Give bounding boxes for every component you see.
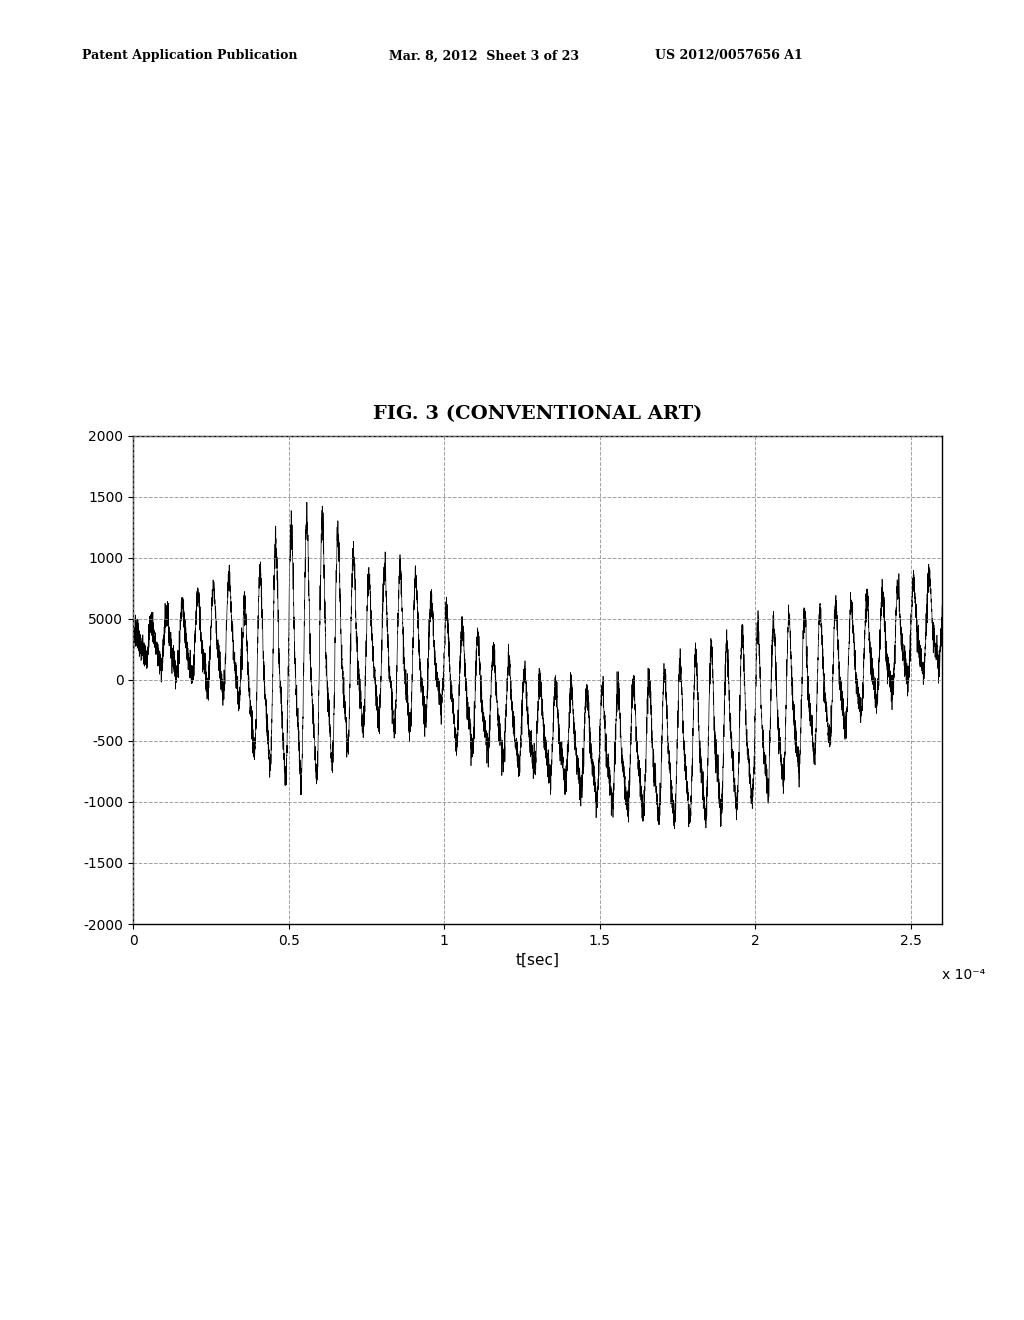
Title: FIG. 3 (CONVENTIONAL ART): FIG. 3 (CONVENTIONAL ART) (373, 405, 702, 422)
Text: x 10⁻⁴: x 10⁻⁴ (942, 968, 985, 982)
X-axis label: t[sec]: t[sec] (516, 953, 559, 969)
Text: Mar. 8, 2012  Sheet 3 of 23: Mar. 8, 2012 Sheet 3 of 23 (389, 49, 580, 62)
Text: US 2012/0057656 A1: US 2012/0057656 A1 (655, 49, 803, 62)
Text: Patent Application Publication: Patent Application Publication (82, 49, 297, 62)
